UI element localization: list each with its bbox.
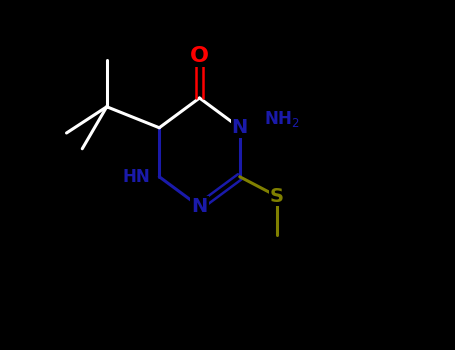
Text: S: S	[269, 187, 283, 205]
Text: O: O	[190, 46, 209, 66]
Text: NH$_2$: NH$_2$	[264, 109, 300, 129]
Text: HN: HN	[123, 168, 151, 186]
Text: N: N	[232, 118, 248, 137]
Text: N: N	[192, 197, 207, 216]
